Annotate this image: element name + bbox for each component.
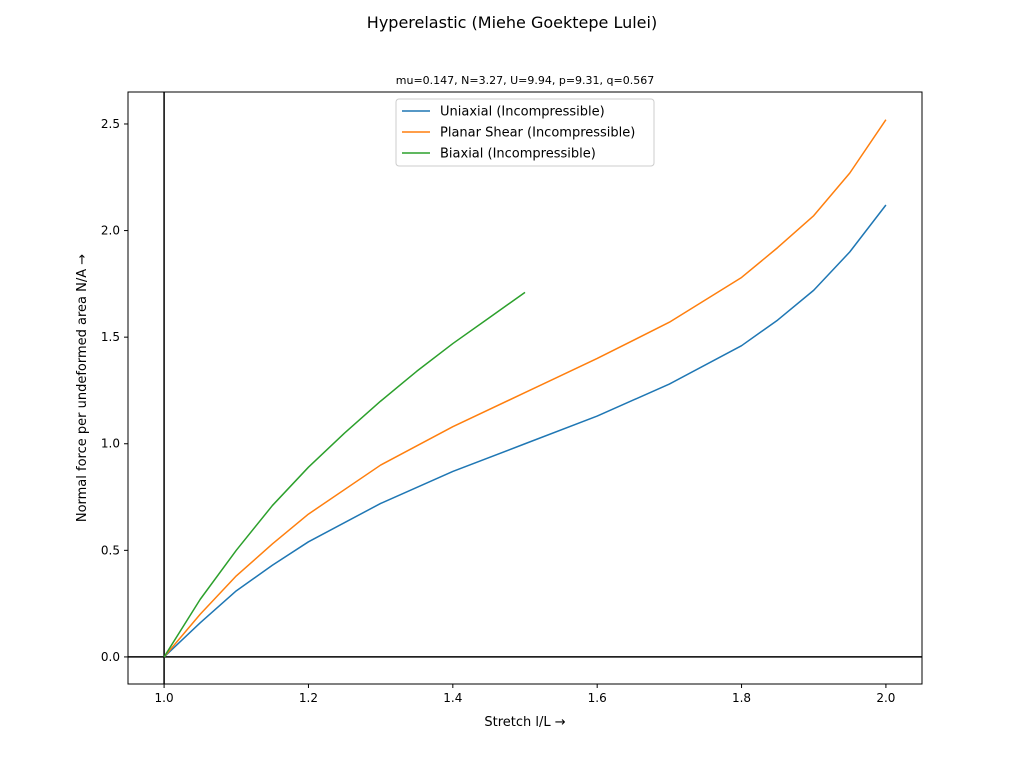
x-axis-label: Stretch l/L → [484,715,565,730]
y-tick-label: 2.0 [101,224,120,238]
x-tick-label: 1.4 [443,691,462,705]
legend-label-0: Uniaxial (Incompressible) [440,105,605,120]
x-tick-label: 1.6 [588,691,607,705]
legend: Uniaxial (Incompressible) Planar Shear (I… [395,98,655,167]
chart-subtitle: mu=0.147, N=3.27, U=9.94, p=9.31, q=0.56… [396,74,654,87]
y-tick-label: 0.0 [101,650,120,664]
x-tick-label: 1.0 [155,691,174,705]
y-tick-label: 0.5 [101,543,120,557]
legend-box [395,98,655,167]
series-line-1 [163,119,887,658]
x-tick-label: 1.2 [299,691,318,705]
y-tick-label: 2.5 [101,117,120,131]
chart-title: Hyperelastic (Miehe Goektepe Lulei) [367,13,657,32]
y-tick-label: 1.5 [101,330,120,344]
plot-frame [127,91,923,685]
legend-label-2: Biaxial (Incompressible) [440,147,596,162]
series-line-2 [163,291,526,658]
plot-area: 1.0 1.2 1.4 1.6 1.8 2.0 0.0 0.5 1.0 1.5 2.0 2.5 [101,91,923,705]
series-line-0 [163,204,887,658]
x-tick-label: 1.8 [732,691,751,705]
y-tick-label: 1.0 [101,437,120,451]
legend-label-1: Planar Shear (Incompressible) [440,126,635,141]
y-axis-label: Normal force per undeformed area N/A → [75,254,90,522]
x-tick-label: 2.0 [876,691,895,705]
